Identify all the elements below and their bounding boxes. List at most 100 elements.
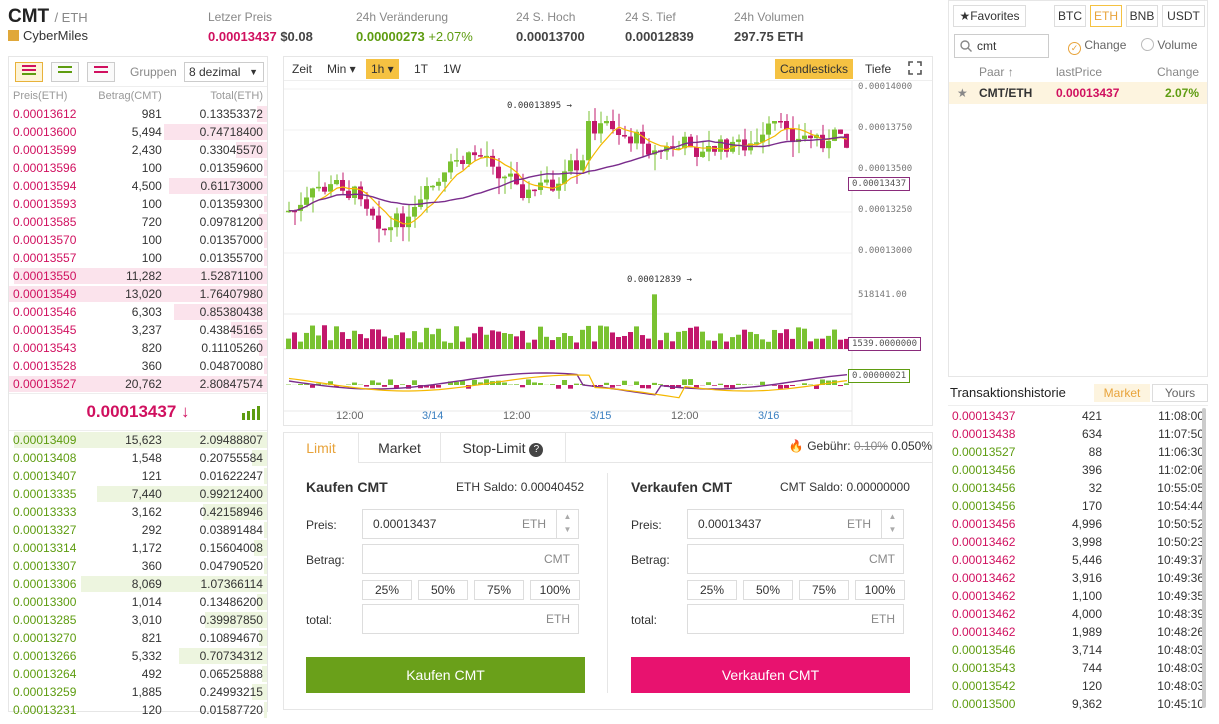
chart-toolbar: Zeit Min ▾ 1h ▾ 1T 1W Candlesticks Tiefe xyxy=(284,57,932,81)
depth-bar xyxy=(264,702,267,718)
buy-pct-50[interactable]: 50% xyxy=(418,580,468,600)
ask-row[interactable]: 0.00013570 100 0.01357000 xyxy=(9,231,267,249)
price-stepper[interactable]: ▲ ▼ xyxy=(881,510,903,538)
bid-row[interactable]: 0.00013307 360 0.04790520 xyxy=(9,557,267,575)
sell-price-input[interactable]: 0.00013437 ETH ▲ ▼ xyxy=(687,509,904,539)
sell-total-input[interactable]: ETH xyxy=(687,604,904,634)
search-input[interactable]: cmt xyxy=(954,34,1049,58)
history-scrollbar[interactable] xyxy=(1202,408,1206,708)
radio-change[interactable]: ✓ Change xyxy=(1068,38,1126,55)
coin-name[interactable]: CyberMiles xyxy=(8,28,88,43)
macd-bar xyxy=(430,385,435,389)
col-change[interactable]: Change xyxy=(1157,65,1200,79)
candle xyxy=(490,155,495,167)
ask-amount: 5,494 xyxy=(131,125,162,139)
interval-1t[interactable]: 1T xyxy=(414,62,429,76)
ask-row[interactable]: 0.00013612 981 0.13353372 xyxy=(9,105,267,123)
bid-row[interactable]: 0.00013306 8,069 1.07366114 xyxy=(9,575,267,593)
ask-row[interactable]: 0.00013545 3,237 0.43845165 xyxy=(9,321,267,339)
bid-row[interactable]: 0.00013407 121 0.01622247 xyxy=(9,467,267,485)
depth-button[interactable]: Tiefe xyxy=(865,62,892,76)
tab-stop-limit[interactable]: Stop-Limit ? xyxy=(441,433,566,463)
interval-1h[interactable]: 1h ▾ xyxy=(366,59,399,79)
help-icon[interactable]: ? xyxy=(529,443,544,457)
tab-market[interactable]: Market xyxy=(359,433,441,463)
sell-price-label: Preis: xyxy=(631,518,662,532)
market-panel: ★Favorites BTC ETH BNB USDT cmt ✓ Change… xyxy=(948,0,1208,377)
ask-row[interactable]: 0.00013549 13,020 1.76407980 xyxy=(9,285,267,303)
bid-row[interactable]: 0.00013266 5,332 0.70734312 xyxy=(9,647,267,665)
bid-row[interactable]: 0.00013259 1,885 0.24993215 xyxy=(9,683,267,701)
bid-row[interactable]: 0.00013314 1,172 0.15604008 xyxy=(9,539,267,557)
sell-pct-100[interactable]: 100% xyxy=(855,580,905,600)
buy-button[interactable]: Kaufen CMT xyxy=(306,657,585,693)
col-last-price[interactable]: lastPrice xyxy=(1056,65,1103,79)
quote-eth[interactable]: ETH xyxy=(1090,5,1122,27)
quote-bnb[interactable]: BNB xyxy=(1126,5,1158,27)
view-both-button[interactable] xyxy=(15,62,43,82)
ask-row[interactable]: 0.00013527 20,762 2.80847574 xyxy=(9,375,267,393)
sell-amount-input[interactable]: CMT xyxy=(687,544,904,574)
bid-row[interactable]: 0.00013335 7,440 0.99212400 xyxy=(9,485,267,503)
buy-pct-25[interactable]: 25% xyxy=(362,580,412,600)
history-price: 0.00013438 xyxy=(952,427,1016,441)
ask-row[interactable]: 0.00013585 720 0.09781200 xyxy=(9,213,267,231)
market-row[interactable]: ★ CMT/ETH 0.00013437 2.07% xyxy=(949,82,1207,104)
sell-pct-50[interactable]: 50% xyxy=(743,580,793,600)
buy-pct-100[interactable]: 100% xyxy=(530,580,580,600)
candle xyxy=(616,129,621,135)
bid-row[interactable]: 0.00013327 292 0.03891484 xyxy=(9,521,267,539)
ask-row[interactable]: 0.00013550 11,282 1.52871100 xyxy=(9,267,267,285)
buy-amount-input[interactable]: CMT xyxy=(362,544,579,574)
price-chart[interactable]: Zeit Min ▾ 1h ▾ 1T 1W Candlesticks Tiefe… xyxy=(283,56,933,426)
tab-history-market[interactable]: Market xyxy=(1094,384,1150,402)
market-header: CMT / ETH CyberMiles Letzer Preis 0.0001… xyxy=(0,0,945,52)
history-row: 0.00013462 3,998 10:50:23 xyxy=(948,533,1208,551)
candlesticks-button[interactable]: Candlesticks xyxy=(775,59,854,79)
bid-row[interactable]: 0.00013285 3,010 0.39987850 xyxy=(9,611,267,629)
candle xyxy=(646,143,651,155)
interval-zeit[interactable]: Zeit xyxy=(292,62,313,76)
ask-row[interactable]: 0.00013599 2,430 0.33045570 xyxy=(9,141,267,159)
bid-row[interactable]: 0.00013231 120 0.01587720 xyxy=(9,701,267,719)
groups-select[interactable]: 8 dezimal ▼ xyxy=(184,62,264,82)
tab-limit[interactable]: Limit xyxy=(284,433,359,463)
ask-row[interactable]: 0.00013543 820 0.11105260 xyxy=(9,339,267,357)
sell-pct-25[interactable]: 25% xyxy=(687,580,737,600)
col-pair[interactable]: Paar ↑ xyxy=(979,65,1014,79)
view-asks-button[interactable] xyxy=(87,62,115,82)
sell-pct-75[interactable]: 75% xyxy=(799,580,849,600)
quote-usdt[interactable]: USDT xyxy=(1162,5,1205,27)
view-bids-button[interactable] xyxy=(51,62,79,82)
ask-row[interactable]: 0.00013546 6,303 0.85380438 xyxy=(9,303,267,321)
bid-row[interactable]: 0.00013300 1,014 0.13486200 xyxy=(9,593,267,611)
price-stepper[interactable]: ▲ ▼ xyxy=(556,510,578,538)
buy-price-input[interactable]: 0.00013437 ETH ▲ ▼ xyxy=(362,509,579,539)
tab-history-yours[interactable]: Yours xyxy=(1152,384,1208,402)
interval-1w[interactable]: 1W xyxy=(443,62,461,76)
history-price: 0.00013546 xyxy=(952,643,1016,657)
ask-row[interactable]: 0.00013594 4,500 0.61173000 xyxy=(9,177,267,195)
bid-row[interactable]: 0.00013408 1,548 0.20755584 xyxy=(9,449,267,467)
ask-total: 0.43845165 xyxy=(199,323,263,337)
macd-bar xyxy=(838,385,843,387)
ask-row[interactable]: 0.00013596 100 0.01359600 xyxy=(9,159,267,177)
macd-bar xyxy=(574,383,579,385)
interval-min[interactable]: Min ▾ xyxy=(327,62,356,76)
buy-total-input[interactable]: ETH xyxy=(362,604,579,634)
radio-volume[interactable]: Volume xyxy=(1141,38,1197,52)
history-time: 11:08:00 xyxy=(1158,409,1204,423)
ask-row[interactable]: 0.00013600 5,494 0.74718400 xyxy=(9,123,267,141)
quote-btc[interactable]: BTC xyxy=(1054,5,1086,27)
buy-pct-75[interactable]: 75% xyxy=(474,580,524,600)
bid-row[interactable]: 0.00013333 3,162 0.42158946 xyxy=(9,503,267,521)
ask-price: 0.00013570 xyxy=(13,233,77,247)
ask-row[interactable]: 0.00013593 100 0.01359300 xyxy=(9,195,267,213)
bid-row[interactable]: 0.00013270 821 0.10894670 xyxy=(9,629,267,647)
favorites-tab[interactable]: ★Favorites xyxy=(953,5,1026,27)
ask-row[interactable]: 0.00013557 100 0.01355700 xyxy=(9,249,267,267)
bid-row[interactable]: 0.00013409 15,623 2.09488807 xyxy=(9,431,267,449)
ask-row[interactable]: 0.00013528 360 0.04870080 xyxy=(9,357,267,375)
sell-button[interactable]: Verkaufen CMT xyxy=(631,657,910,693)
bid-row[interactable]: 0.00013264 492 0.06525888 xyxy=(9,665,267,683)
